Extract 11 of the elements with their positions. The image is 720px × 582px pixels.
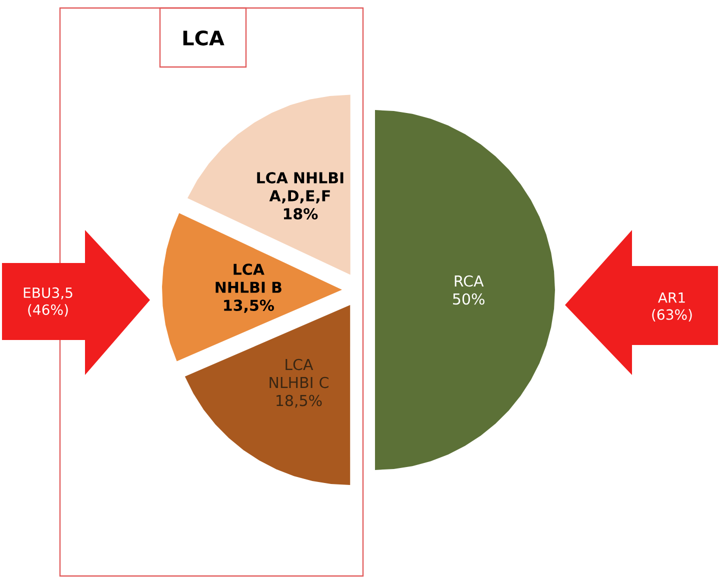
text: EBU3,5 (46%): [24, 287, 72, 317]
text: LCA: [183, 30, 224, 46]
text: AR1 (63%): [652, 292, 692, 322]
slice-label: RCA: [454, 275, 484, 287]
slice-label: LCA NHLBI B: [216, 264, 282, 293]
data-label: 18%: [284, 208, 318, 220]
data-label: 18,5%: [276, 394, 322, 408]
data-label: 13,5%: [224, 300, 274, 313]
data-label: 50%: [453, 293, 484, 305]
slice-label: LCA NLHBI C: [270, 358, 328, 388]
slice-label: LCA NHLBI A,D,E,F: [257, 172, 344, 204]
